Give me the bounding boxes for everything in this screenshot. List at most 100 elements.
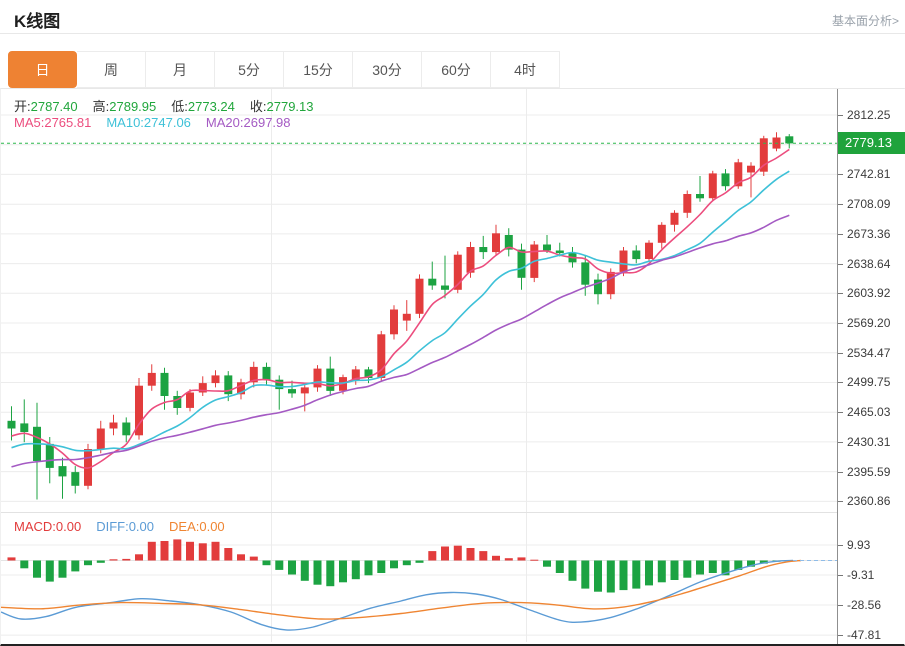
macd-tick-label: -28.56: [838, 597, 905, 613]
legend-item-value: 2779.13: [266, 99, 314, 114]
fundamental-analysis-link[interactable]: 基本面分析>: [831, 14, 899, 28]
candle-body: [7, 420, 16, 429]
macd-bar: [300, 560, 309, 581]
macd-bar: [262, 560, 271, 566]
candle-body: [606, 271, 615, 295]
macd-bar: [415, 560, 424, 563]
candle-body: [759, 138, 768, 172]
macd-bar: [275, 560, 284, 570]
candle-body: [492, 233, 500, 253]
current-price-badge: 2779.13: [838, 132, 905, 155]
candle-body: [71, 472, 80, 486]
macd-bar: [186, 541, 194, 561]
macd-tick-label: -9.31: [838, 567, 905, 583]
candle-body: [619, 250, 628, 272]
macd-tick-label: 9.93: [838, 537, 905, 553]
candle-body: [632, 250, 641, 260]
candle-body: [555, 250, 564, 254]
price-tick-label: 2742.81: [838, 166, 905, 182]
candle-body: [262, 366, 271, 380]
candle-body: [594, 279, 602, 295]
candle-body: [364, 369, 373, 378]
legend-item-value: 2765.81: [44, 115, 92, 130]
tab-30min[interactable]: 30分: [353, 51, 422, 88]
ma5-line: [11, 148, 790, 469]
candle-body: [135, 385, 143, 436]
macd-bar: [402, 560, 411, 566]
macd-tick-label: -47.81: [838, 627, 905, 643]
price-tick-label: 2708.09: [838, 196, 905, 212]
candle-body: [785, 136, 794, 144]
legend-item-value: 2773.24: [187, 99, 235, 114]
macd-bar: [58, 560, 67, 578]
macd-bar: [453, 545, 462, 561]
macd-bar: [173, 539, 182, 561]
macd-bar: [326, 560, 335, 587]
price-tick-label: 2812.25: [838, 107, 905, 123]
candle-body: [237, 382, 245, 395]
tab-daily[interactable]: 日: [8, 51, 77, 88]
legend-item-value: 2787.40: [30, 99, 78, 114]
tab-15min[interactable]: 15分: [284, 51, 353, 88]
legend-item-label: MA5:: [14, 115, 45, 130]
tab-monthly[interactable]: 月: [146, 51, 215, 88]
macd-bar: [122, 558, 131, 561]
macd-bar: [377, 560, 386, 573]
candle-body: [58, 466, 67, 477]
macd-bar: [543, 560, 551, 567]
price-tick-label: 2603.92: [838, 285, 905, 301]
macd-bar: [147, 541, 156, 561]
candle-body: [734, 162, 743, 187]
kline-chart-canvas[interactable]: [1, 89, 837, 643]
price-tick-label: 2465.03: [838, 404, 905, 420]
legend-item-label: MA10:: [106, 115, 144, 130]
legend-item-value: 2697.98: [243, 115, 291, 130]
legend-item-label: MACD:: [14, 519, 56, 534]
candle-body: [721, 173, 730, 187]
candle-body: [109, 422, 118, 429]
tab-4hour[interactable]: 4时: [491, 51, 560, 88]
price-tick-label: 2534.47: [838, 345, 905, 361]
macd-bar: [313, 560, 322, 585]
macd-bar: [581, 560, 590, 589]
ma10-line: [11, 170, 790, 452]
candle-body: [198, 383, 207, 393]
tab-60min[interactable]: 60分: [422, 51, 491, 88]
macd-bar: [734, 560, 743, 570]
legend-item-value: 0.00: [199, 519, 225, 534]
legend-item-label: MA20:: [205, 115, 244, 130]
macd-bar: [632, 560, 641, 589]
macd-bar: [135, 554, 143, 561]
macd-bar: [619, 560, 628, 591]
diff-line: [1, 559, 794, 631]
candle-body: [415, 278, 424, 314]
macd-bar: [288, 560, 296, 575]
candle-body: [326, 368, 335, 391]
macd-bar: [504, 558, 513, 561]
macd-bar: [657, 560, 666, 583]
macd-bar: [96, 560, 105, 563]
macd-bar: [84, 560, 92, 566]
macd-bar: [428, 551, 437, 561]
period-tabs: 日周月 5分 15分 30分 60分 4时: [8, 51, 560, 88]
price-tick-label: 2499.75: [838, 374, 905, 390]
tab-5min[interactable]: 5分: [215, 51, 284, 88]
macd-legend: MACD:0.00 DIFF:0.00 DEA:0.00: [14, 519, 240, 534]
candle-body: [45, 443, 54, 468]
candle-body: [517, 249, 526, 278]
candle-body: [696, 194, 704, 199]
candle-body: [20, 423, 29, 432]
price-tick-label: 2395.59: [838, 464, 905, 480]
candle-body: [504, 235, 513, 250]
macd-bar: [708, 560, 717, 573]
price-tick-label: 2569.20: [838, 315, 905, 331]
tab-weekly[interactable]: 周: [77, 51, 146, 88]
macd-bar: [696, 560, 704, 575]
macd-bar: [198, 543, 207, 561]
ma-legend: MA5:2765.81 MA10:2747.06 MA20:2697.98: [14, 115, 306, 130]
macd-bar: [594, 560, 602, 592]
macd-bar: [492, 555, 500, 561]
macd-bar: [670, 560, 679, 580]
legend-item-label: 低:: [171, 99, 188, 114]
candle-body: [428, 278, 437, 286]
